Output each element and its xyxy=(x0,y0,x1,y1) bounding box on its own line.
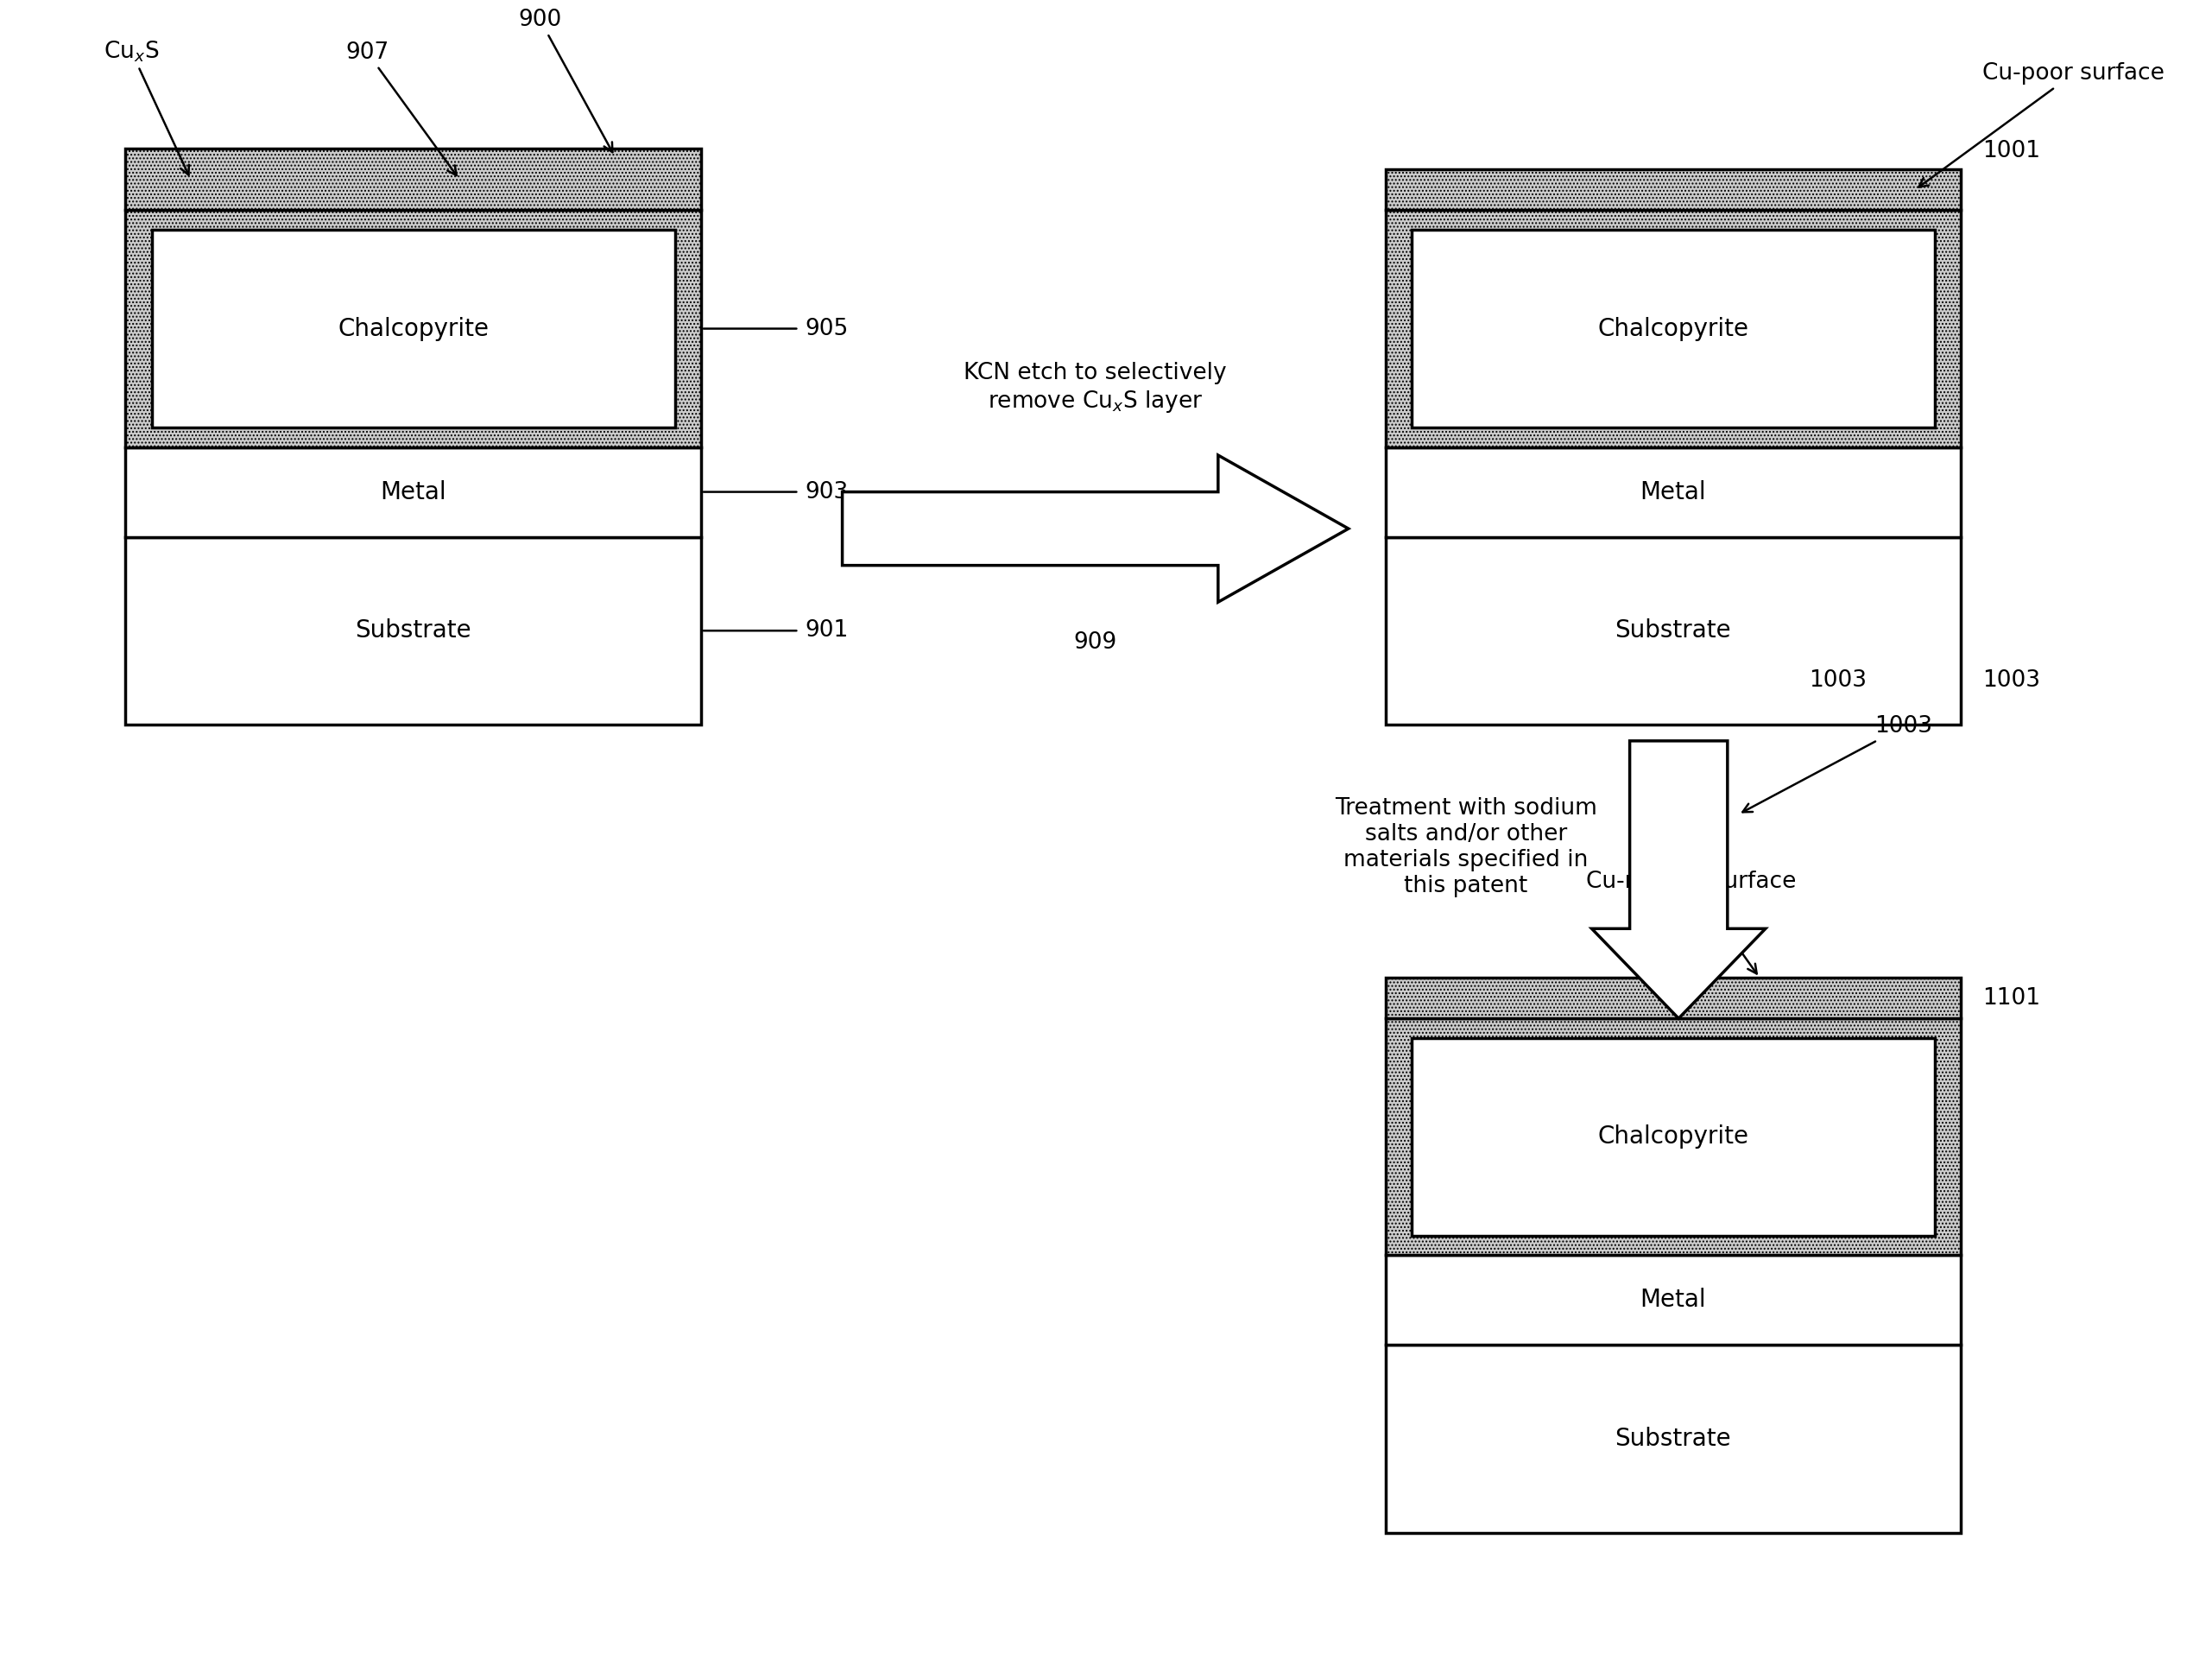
Text: Substrate: Substrate xyxy=(356,618,471,643)
Text: 905: 905 xyxy=(805,317,849,341)
Text: Treatment with sodium
salts and/or other
materials specified in
this patent: Treatment with sodium salts and/or other… xyxy=(1334,797,1597,898)
Text: 900: 900 xyxy=(518,8,613,152)
Text: 901: 901 xyxy=(805,620,849,641)
Text: 1001: 1001 xyxy=(1982,141,2042,162)
Text: 1003: 1003 xyxy=(1743,716,1931,812)
Text: 903: 903 xyxy=(805,481,849,503)
Polygon shape xyxy=(1593,741,1765,1018)
Text: Metal: Metal xyxy=(380,479,447,504)
Text: Metal: Metal xyxy=(1639,479,1705,504)
Bar xyxy=(1411,1038,1936,1235)
Text: Cu-poor surface: Cu-poor surface xyxy=(1918,63,2166,187)
Text: Chalcopyrite: Chalcopyrite xyxy=(1597,317,1750,341)
Text: Cu$_x$S: Cu$_x$S xyxy=(104,40,188,175)
Bar xyxy=(1385,446,1962,537)
Bar xyxy=(1385,170,1962,210)
Text: 909: 909 xyxy=(1073,631,1117,655)
Text: Chalcopyrite: Chalcopyrite xyxy=(1597,1124,1750,1149)
Text: Chalcopyrite: Chalcopyrite xyxy=(338,317,489,341)
Text: Cu-normal surface: Cu-normal surface xyxy=(1586,871,1796,974)
Bar xyxy=(1385,1018,1962,1255)
Text: Substrate: Substrate xyxy=(1615,1427,1732,1451)
Text: Substrate: Substrate xyxy=(1615,618,1732,643)
Text: 1003: 1003 xyxy=(1982,669,2042,693)
Bar xyxy=(1385,977,1962,1018)
Text: KCN etch to selectively
remove Cu$_x$S layer: KCN etch to selectively remove Cu$_x$S l… xyxy=(964,362,1228,415)
Bar xyxy=(126,149,701,210)
Bar xyxy=(1385,1255,1962,1346)
Bar xyxy=(153,230,675,428)
Text: Metal: Metal xyxy=(1639,1288,1705,1312)
Bar xyxy=(1411,230,1936,428)
Bar xyxy=(1385,210,1962,446)
Bar xyxy=(126,537,701,724)
Text: 1003: 1003 xyxy=(1809,669,1867,693)
Bar xyxy=(126,446,701,537)
Text: 907: 907 xyxy=(345,41,456,175)
Text: 1101: 1101 xyxy=(1982,987,2042,1010)
Bar xyxy=(126,210,701,446)
Bar xyxy=(1385,1346,1962,1532)
Polygon shape xyxy=(843,455,1349,602)
Bar xyxy=(1385,537,1962,724)
